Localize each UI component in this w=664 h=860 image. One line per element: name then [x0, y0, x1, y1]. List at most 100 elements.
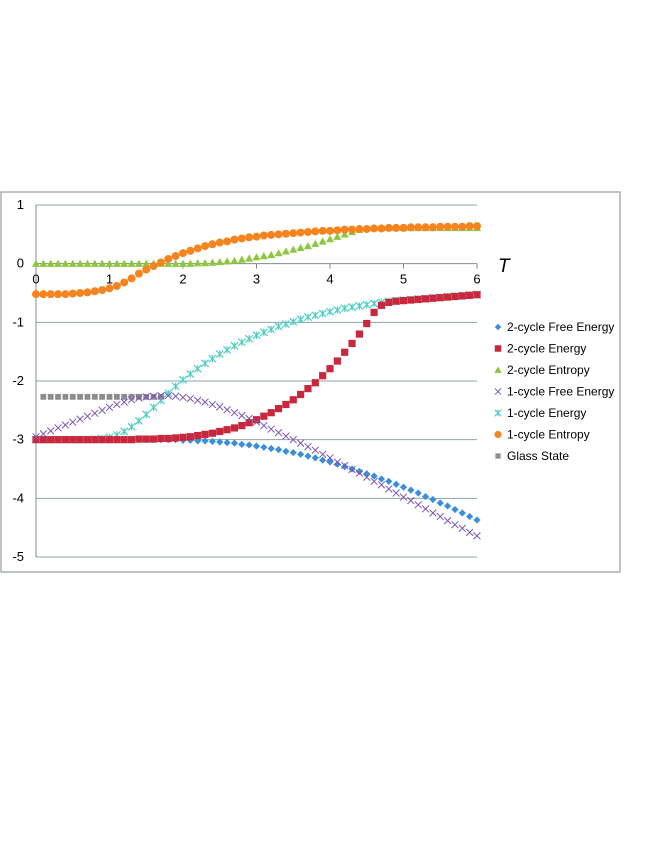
data-point-1-cycle-free-energy [429, 509, 437, 517]
data-point-1-cycle-entropy [259, 231, 268, 240]
data-point-1-cycle-energy [333, 305, 342, 315]
data-point-1-cycle-energy [362, 300, 371, 309]
data-point-2-cycle-energy [164, 434, 172, 443]
data-point-2-cycle-energy [348, 339, 356, 348]
data-point-1-cycle-entropy [436, 222, 445, 231]
x-tick-label: 5 [400, 272, 407, 287]
data-point-2-cycle-energy [363, 319, 371, 328]
data-point-2-cycle-energy [142, 435, 150, 443]
data-point-2-cycle-energy [421, 295, 430, 303]
data-point-2-cycle-entropy [274, 249, 283, 257]
data-point-2-cycle-entropy [303, 242, 312, 250]
data-point-1-cycle-entropy [46, 290, 55, 299]
data-point-1-cycle-entropy [120, 278, 129, 287]
data-point-1-cycle-entropy [318, 226, 327, 235]
series-1-cycle-free-energy [32, 391, 481, 540]
data-point-2-cycle-energy [83, 436, 92, 444]
data-point-2-cycle-energy [304, 385, 312, 393]
data-point-2-cycle-energy [466, 291, 474, 299]
data-point-1-cycle-entropy [230, 235, 239, 244]
data-point-2-cycle-energy [61, 436, 69, 444]
data-point-2-cycle-energy [333, 357, 341, 365]
data-point-1-cycle-energy [142, 410, 151, 419]
data-point-2-cycle-energy [47, 436, 55, 444]
data-point-1-cycle-entropy [127, 274, 136, 283]
data-point-2-cycle-entropy [120, 259, 129, 267]
data-point-1-cycle-entropy [377, 224, 386, 233]
data-point-1-cycle-entropy [179, 249, 187, 258]
data-point-1-cycle-entropy [98, 286, 107, 295]
data-point-1-cycle-free-energy [179, 393, 187, 402]
y-tick-label: -4 [12, 490, 24, 505]
data-point-1-cycle-entropy [274, 230, 283, 239]
data-point-2-cycle-energy [399, 297, 408, 305]
data-point-1-cycle-energy [281, 320, 290, 329]
data-point-1-cycle-entropy [267, 230, 276, 239]
y-tick-label: 1 [17, 197, 24, 212]
data-point-2-cycle-free-energy [245, 441, 253, 449]
data-point-1-cycle-free-energy [98, 406, 106, 415]
data-point-1-cycle-entropy [326, 226, 334, 235]
data-point-2-cycle-free-energy [304, 452, 312, 460]
legend-item-glass-state: Glass State [495, 449, 569, 463]
data-point-2-cycle-free-energy [355, 467, 363, 475]
data-point-1-cycle-free-energy [149, 392, 158, 401]
data-point-2-cycle-free-energy [194, 437, 202, 445]
y-tick-label: -2 [12, 373, 24, 388]
data-point-2-cycle-energy [267, 409, 275, 417]
data-point-2-cycle-energy [238, 421, 246, 430]
data-point-1-cycle-energy [259, 328, 268, 337]
y-tick-label: -1 [12, 314, 24, 329]
data-point-2-cycle-entropy [68, 259, 77, 267]
data-point-1-cycle-free-energy [54, 424, 62, 432]
data-point-1-cycle-energy [325, 307, 335, 316]
data-point-1-cycle-energy [127, 422, 136, 431]
data-point-2-cycle-entropy [245, 254, 254, 262]
data-point-2-cycle-energy [230, 424, 239, 432]
chart-border [0, 191, 621, 573]
y-tick-label: 0 [17, 256, 24, 271]
data-point-1-cycle-entropy [39, 290, 48, 299]
data-point-1-cycle-entropy [112, 281, 121, 290]
data-point-2-cycle-entropy [112, 259, 121, 267]
data-point-1-cycle-free-energy [223, 405, 231, 414]
data-point-1-cycle-entropy [83, 288, 92, 297]
data-point-1-cycle-entropy [450, 222, 459, 231]
data-point-2-cycle-entropy [186, 259, 195, 267]
gridlines [36, 204, 477, 558]
data-point-1-cycle-free-energy [274, 428, 283, 437]
data-point-2-cycle-energy [260, 412, 268, 420]
data-point-1-cycle-free-energy [61, 421, 70, 429]
data-point-2-cycle-free-energy [421, 492, 430, 501]
data-point-2-cycle-free-energy [208, 437, 216, 446]
data-point-1-cycle-entropy [443, 222, 452, 231]
data-point-1-cycle-entropy [201, 242, 210, 251]
data-point-2-cycle-free-energy [436, 499, 444, 507]
data-point-glass-state [91, 393, 98, 400]
data-point-2-cycle-entropy [193, 259, 202, 267]
legend-item-1-cycle-free-energy: 1-cycle Free Energy [494, 385, 614, 399]
legend-item-2-cycle-free-energy: 2-cycle Free Energy [494, 320, 614, 334]
data-point-2-cycle-energy [451, 292, 459, 301]
data-point-1-cycle-free-energy [186, 394, 195, 403]
x-tick-label: 4 [326, 272, 333, 287]
data-point-1-cycle-energy [134, 416, 143, 425]
legend-label: 2-cycle Free Energy [507, 320, 614, 334]
legend-marker-glass-state [495, 453, 501, 459]
data-point-2-cycle-energy [69, 436, 77, 444]
data-point-2-cycle-free-energy [399, 483, 408, 491]
data-point-2-cycle-energy [458, 292, 466, 300]
data-point-2-cycle-free-energy [466, 512, 474, 521]
data-point-2-cycle-entropy [208, 258, 217, 266]
data-point-1-cycle-energy [355, 301, 364, 310]
data-point-1-cycle-energy [289, 317, 298, 326]
data-point-1-cycle-entropy [355, 225, 364, 234]
data-point-2-cycle-energy [120, 436, 128, 444]
data-point-2-cycle-entropy [90, 259, 99, 267]
x-tick-label: 6 [473, 272, 480, 287]
data-point-2-cycle-entropy [98, 259, 107, 267]
x-tick-label: 3 [253, 272, 260, 287]
data-point-1-cycle-entropy [473, 222, 481, 231]
data-point-glass-state [40, 393, 47, 400]
data-point-1-cycle-free-energy [215, 403, 224, 411]
